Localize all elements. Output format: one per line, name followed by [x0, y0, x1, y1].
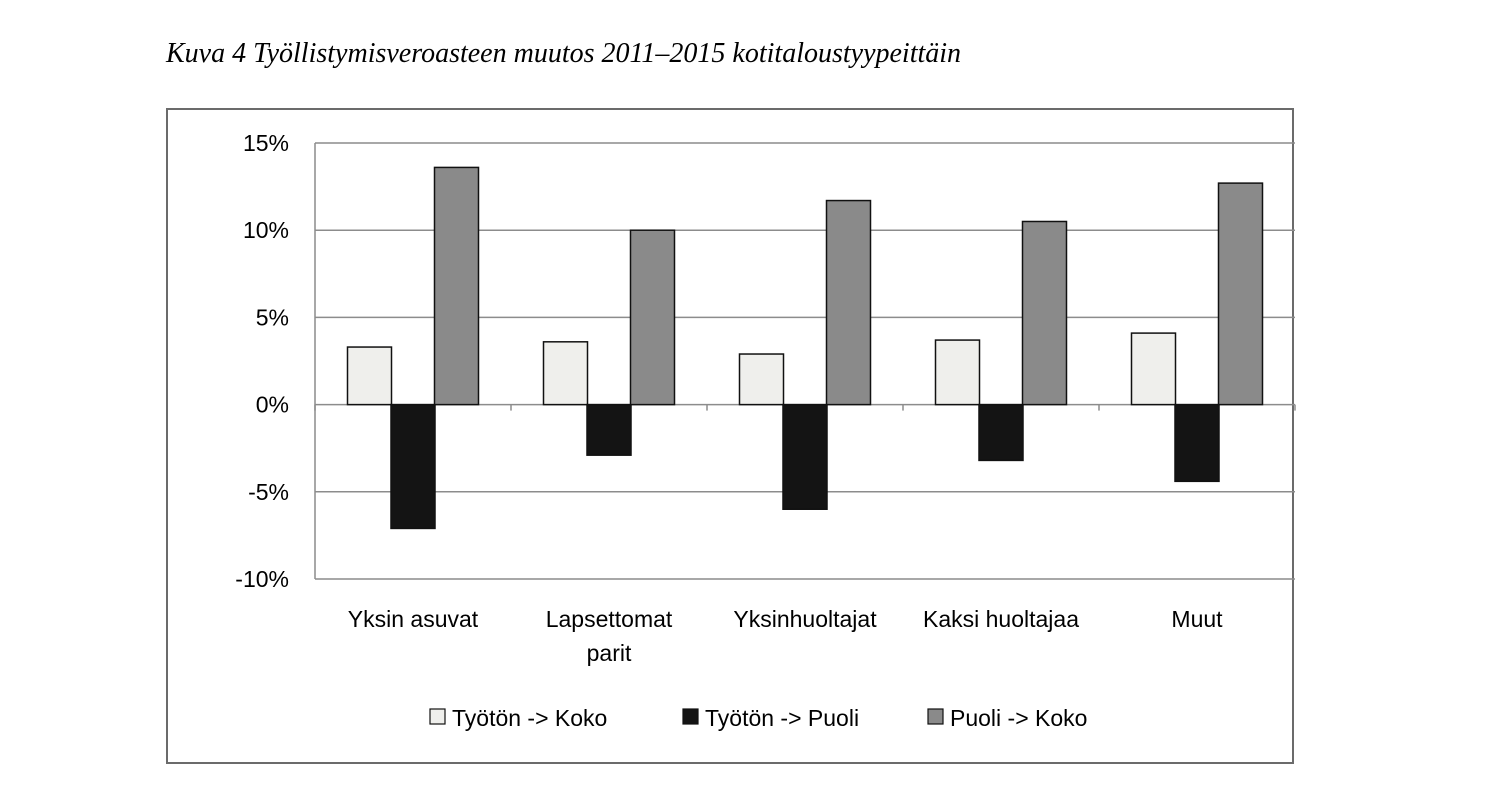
- legend-swatch: [927, 708, 944, 725]
- legend-label: Puoli -> Koko: [950, 705, 1087, 731]
- y-tick-label: 0%: [256, 392, 289, 418]
- legend-swatch: [429, 708, 446, 725]
- y-tick-labels: 15% 10% 5% 0% -5% -10%: [235, 130, 289, 592]
- bar-0-3: [934, 339, 981, 406]
- bar-1-3: [978, 403, 1024, 462]
- y-tick-label: -10%: [235, 566, 289, 592]
- bar-2-3: [1021, 220, 1068, 406]
- category-label: Kaksi huoltajaa: [923, 606, 1079, 632]
- bar-0-1: [542, 341, 589, 406]
- bars: [346, 166, 1264, 530]
- bar-1-2: [782, 403, 828, 510]
- bar-2-0: [433, 166, 480, 406]
- bar-1-4: [1174, 403, 1220, 483]
- bar-0-0: [346, 346, 393, 406]
- category-label: Muut: [1171, 606, 1223, 632]
- category-label: Lapsettomat: [546, 606, 673, 632]
- legend-label: Työtön -> Koko: [452, 705, 607, 731]
- legend-swatch: [682, 708, 699, 725]
- y-tick-label: 5%: [256, 304, 289, 330]
- category-label: Yksinhuoltajat: [733, 606, 877, 632]
- bar-1-1: [586, 403, 632, 456]
- legend: Työtön -> Koko Työtön -> Puoli Puoli -> Ko…: [429, 705, 1087, 731]
- category-labels: Yksin asuvat Lapsettomat parit Yksinhuoltaj…: [348, 606, 1223, 666]
- category-label: parit: [587, 640, 632, 666]
- category-label: Yksin asuvat: [348, 606, 479, 632]
- bar-2-4: [1217, 182, 1264, 406]
- y-tick-label: 15%: [243, 130, 289, 156]
- legend-label: Työtön -> Puoli: [705, 705, 859, 731]
- chart-frame: [166, 108, 1294, 764]
- bar-2-1: [629, 229, 676, 406]
- bar-2-2: [825, 199, 872, 406]
- bar-1-0: [390, 403, 436, 530]
- y-tick-label: -5%: [248, 479, 289, 505]
- bar-0-2: [738, 353, 785, 406]
- bar-0-4: [1130, 332, 1177, 406]
- figure-caption: Kuva 4 Työllistymisveroasteen muutos 201…: [166, 38, 962, 69]
- y-tick-label: 10%: [243, 217, 289, 243]
